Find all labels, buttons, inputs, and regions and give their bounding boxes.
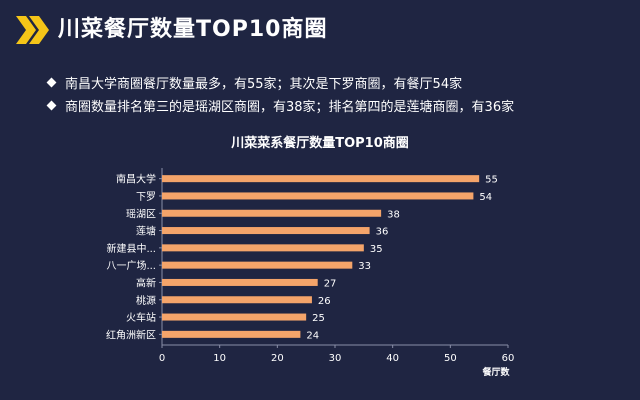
y-tick-label: 南昌大学 bbox=[116, 173, 156, 186]
x-tick-label: 0 bbox=[159, 353, 165, 364]
y-tick-label: 高新 bbox=[136, 276, 156, 289]
y-tick-label: 八一广场... bbox=[106, 259, 156, 272]
data-label: 33 bbox=[358, 261, 371, 272]
x-tick-label: 40 bbox=[386, 353, 399, 364]
x-tick-label: 10 bbox=[213, 353, 226, 364]
bullet-item: 商圈数量排名第三的是瑶湖区商圈，有38家；排名第四的是莲塘商圈，有36家 bbox=[46, 95, 515, 115]
bar bbox=[162, 313, 307, 321]
data-label: 26 bbox=[318, 296, 331, 307]
page-title: 川菜餐厅数量TOP10商圈 bbox=[58, 17, 328, 42]
bar bbox=[162, 244, 364, 252]
y-tick-label: 下罗 bbox=[136, 191, 156, 203]
bar bbox=[162, 261, 353, 269]
x-tick-label: 30 bbox=[329, 353, 342, 364]
bullet-item: 南昌大学商圈餐厅数量最多，有55家；其次是下罗商圈，有餐厅54家 bbox=[46, 72, 514, 92]
bullet-text: 南昌大学商圈餐厅数量最多，有55家；其次是下罗商圈，有餐厅54家 bbox=[65, 76, 463, 92]
bar bbox=[162, 330, 301, 338]
x-tick-label: 20 bbox=[271, 353, 284, 364]
data-label: 27 bbox=[324, 278, 337, 289]
bar bbox=[162, 278, 318, 286]
data-label: 54 bbox=[479, 192, 492, 203]
data-label: 24 bbox=[306, 330, 319, 341]
x-tick-label: 60 bbox=[502, 353, 515, 364]
data-label: 35 bbox=[370, 244, 383, 255]
bar bbox=[162, 192, 474, 200]
data-label: 36 bbox=[376, 227, 389, 238]
data-label: 38 bbox=[387, 209, 400, 220]
x-tick-label: 50 bbox=[444, 353, 457, 364]
y-tick-label: 莲塘 bbox=[136, 225, 156, 238]
y-tick-label: 红角洲新区 bbox=[106, 328, 156, 341]
bar bbox=[162, 175, 480, 183]
bar bbox=[162, 296, 312, 304]
summary-bullets: 南昌大学商圈餐厅数量最多，有55家；其次是下罗商圈，有餐厅54家 商圈数量排名第… bbox=[46, 72, 515, 118]
y-tick-label: 瑶湖区 bbox=[126, 208, 156, 220]
bar bbox=[162, 227, 370, 235]
data-label: 25 bbox=[312, 313, 325, 324]
bar bbox=[162, 209, 382, 217]
chart-title: 川菜菜系餐厅数量TOP10商圈 bbox=[231, 136, 409, 151]
double-chevron-right-icon bbox=[16, 16, 49, 44]
y-tick-label: 火车站 bbox=[126, 311, 156, 324]
y-tick-label: 新建县中... bbox=[106, 242, 156, 255]
bullet-text: 商圈数量排名第三的是瑶湖区商圈，有38家；排名第四的是莲塘商圈，有36家 bbox=[65, 99, 515, 115]
x-axis-title: 餐厅数 bbox=[481, 366, 510, 378]
y-tick-label: 桃源 bbox=[136, 294, 156, 307]
data-label: 55 bbox=[485, 175, 498, 186]
